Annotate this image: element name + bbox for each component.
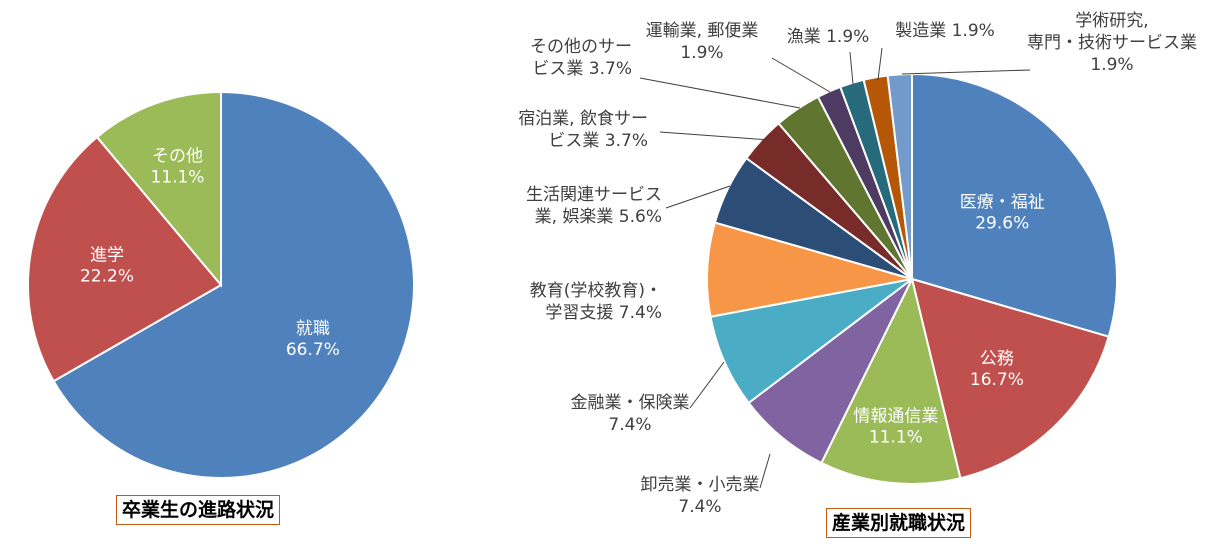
pie2-label-3: 卸売業・小売業 7.4% xyxy=(641,475,760,517)
pie2-slice-1 xyxy=(910,277,1110,480)
pie2-leader-10 xyxy=(849,51,854,85)
chart-title-graduate-paths: 卒業生の進路状況 xyxy=(116,495,281,525)
pie1-slice-0 xyxy=(52,90,415,479)
pie1-label-1: 進学 22.2% xyxy=(80,246,134,287)
pie2-leader-12 xyxy=(901,69,1031,75)
pie2-leader-8 xyxy=(639,77,801,109)
pie2-leader-11 xyxy=(877,47,883,81)
chart-title-industry-employment: 産業別就職状況 xyxy=(826,508,972,538)
pie-chart-industry-employment: 医療・福祉 29.6% 公務 16.7% 情報通信業 11.1% 卸売業・小売業 7.4% 金融… xyxy=(518,11,1197,517)
pie2-label-12: 学術研究,専門・技術サービス業 1.9% xyxy=(1027,11,1197,75)
pie2-label-10: 漁業 1.9% xyxy=(787,27,870,47)
pie2-label-2: 情報通信業 11.1% xyxy=(853,407,938,448)
pie2-leader-9 xyxy=(771,57,831,93)
pie2-leader-3 xyxy=(759,453,771,489)
pie2-leader-6 xyxy=(665,185,731,209)
pie2-leader-7 xyxy=(659,131,771,141)
pie2-slice-0 xyxy=(911,72,1118,338)
pie2-label-4: 金融業・保険業 7.4% xyxy=(571,393,690,435)
pie2-label-5: 教育(学校教育)・学習支援 7.4% xyxy=(530,281,662,323)
pie1-slice-1 xyxy=(27,135,223,383)
pie2-label-11: 製造業 1.9% xyxy=(895,21,995,41)
pie1-label-2: その他 11.1% xyxy=(150,146,204,187)
pie2-label-7: 宿泊業, 飲食サービス業 3.7% xyxy=(518,109,648,151)
pie2-leader-4 xyxy=(689,361,725,409)
pie2-label-1: 公務 16.7% xyxy=(970,349,1024,390)
pie-chart-graduate-paths: 就職 66.7% 進学 22.2% その他 11.1% xyxy=(27,90,415,479)
pie2-label-8: その他のサービス業 3.7% xyxy=(530,37,632,79)
pie1-label-0: 就職 66.7% xyxy=(286,319,340,360)
pie2-slice-2 xyxy=(820,276,962,485)
pie1-slice-2 xyxy=(95,90,222,288)
pie2-label-6: 生活関連サービス業, 娯楽業 5.6% xyxy=(526,185,662,227)
pie2-label-9: 運輸業, 郵便業 1.9% xyxy=(646,21,759,63)
pie2-label-0: 医療・福祉 29.6% xyxy=(960,192,1045,233)
